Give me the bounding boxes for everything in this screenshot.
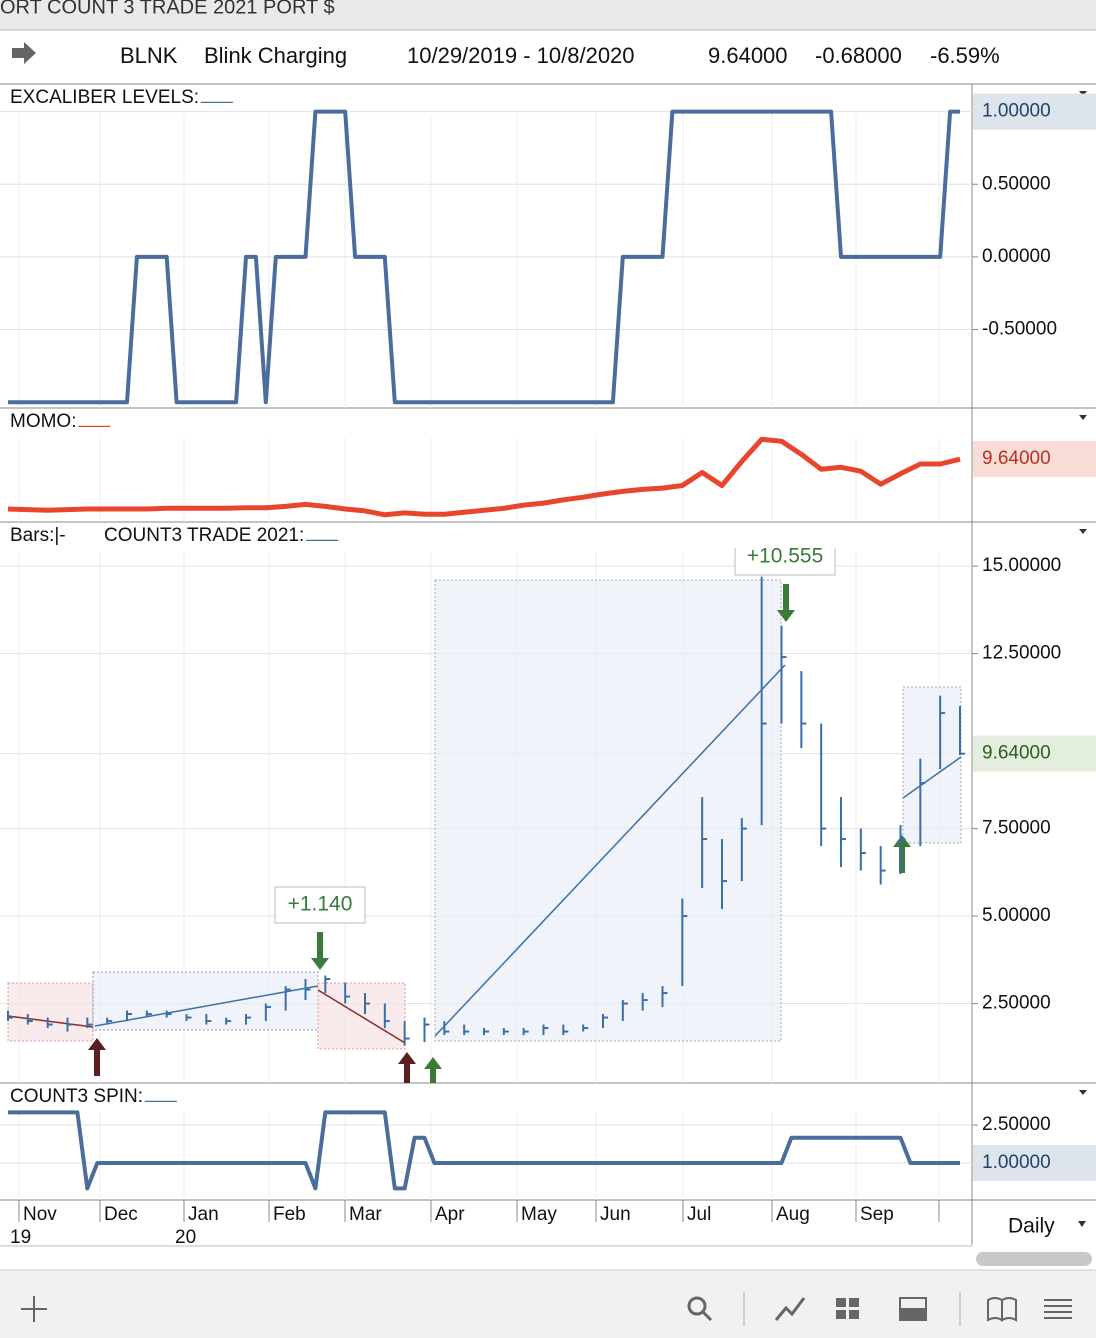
x-year-label: 20 <box>175 1227 196 1248</box>
x-tick-label: Aug <box>776 1204 810 1225</box>
trade-annotation: +1.140 <box>288 893 353 916</box>
panel-menu-icon <box>1079 1090 1087 1095</box>
value-badge-label: 9.64000 <box>982 743 1051 764</box>
trade-trend-line <box>7 989 406 1044</box>
signal-arrow <box>893 835 911 873</box>
panel-label: MOMO: <box>10 411 77 432</box>
trade-box <box>434 579 782 1042</box>
x-tick-label: Apr <box>435 1204 465 1225</box>
menu-icon[interactable] <box>1044 1299 1072 1319</box>
search-icon[interactable] <box>687 1296 707 1316</box>
panel-menu-icon <box>1079 91 1087 96</box>
trade-box <box>7 982 94 1042</box>
panel: MOMO: ___ 9.64000 <box>7 407 1096 518</box>
x-tick-label: May <box>521 1204 557 1225</box>
bars-label: Bars:|- <box>10 525 66 546</box>
legend-swatch: ___ <box>305 521 338 542</box>
y-tick-label: 5.00000 <box>982 905 1051 926</box>
symbol: BLNK <box>120 43 178 68</box>
x-tick-label: Feb <box>273 1204 306 1225</box>
interval-select[interactable]: Daily <box>1008 1215 1055 1238</box>
legend-swatch: ___ <box>144 1082 177 1103</box>
price-change-pct: -6.59% <box>930 43 1000 68</box>
y-tick-label: 7.50000 <box>982 818 1051 839</box>
y-tick-label: 0.50000 <box>982 173 1051 194</box>
date-range: 10/29/2019 - 10/8/2020 <box>407 43 635 68</box>
value-badge <box>973 735 1096 772</box>
series-line <box>8 109 960 405</box>
y-tick-label: 2.50000 <box>982 1114 1051 1135</box>
toolbar-icons <box>21 1292 1072 1326</box>
x-tick-label: Dec <box>104 1204 138 1225</box>
panel-label: EXCALIBER LEVELS: <box>10 87 199 108</box>
signal-arrow <box>88 1038 106 1076</box>
signal-arrow <box>777 584 795 622</box>
y-tick-label: 15.00000 <box>982 555 1061 576</box>
value-badge-label: 1.00000 <box>982 101 1051 122</box>
trade-trend-line <box>94 664 962 1037</box>
panel-menu-icon <box>1079 529 1087 534</box>
panel-icon-fill <box>899 1308 927 1321</box>
annotation-box <box>274 886 366 924</box>
panel: Bars:|- COUNT3 TRADE 2021: ___ 15.00000 12.5… <box>0 521 1096 1083</box>
title-bar <box>0 0 1096 30</box>
x-tick-label: Nov <box>23 1204 57 1225</box>
value-badge <box>973 441 1096 478</box>
x-year-label: 19 <box>10 1227 31 1248</box>
x-tick-label: Jul <box>687 1204 711 1225</box>
panel-header-mask <box>700 523 900 548</box>
value-badge-label: 9.64000 <box>982 448 1051 469</box>
add-icon[interactable] <box>21 1296 47 1322</box>
signal-arrow <box>311 932 329 970</box>
panels: EXCALIBER LEVELS: ___0.500000.00000-0.500… <box>0 83 1096 1248</box>
x-tick-label: Mar <box>349 1204 382 1225</box>
y-tick-label: 12.50000 <box>982 643 1061 664</box>
legend-swatch: ___ <box>78 407 111 428</box>
value-badge-label: 1.00000 <box>982 1152 1051 1173</box>
trade-box <box>317 982 406 1050</box>
value-badge <box>973 1145 1096 1182</box>
symbol-arrow-icon[interactable] <box>12 42 36 64</box>
symbol-name: Blink Charging <box>204 43 347 68</box>
y-tick-label: -0.50000 <box>982 319 1057 340</box>
book-icon[interactable] <box>987 1297 1017 1322</box>
x-tick-label: Sep <box>860 1204 894 1225</box>
panel: EXCALIBER LEVELS: ___ 0.50000 0.00000 -0.500… <box>0 83 1096 405</box>
layout-icon[interactable] <box>836 1298 859 1319</box>
x-tick-label: Jan <box>188 1204 219 1225</box>
window-title: ORT COUNT 3 TRADE 2021 PORT $ <box>0 0 335 18</box>
y-tick-label: 0.00000 <box>982 246 1051 267</box>
scrollbar[interactable] <box>976 1252 1092 1266</box>
signal-arrow <box>398 1052 416 1083</box>
series-line <box>8 1110 960 1191</box>
trade-box <box>902 686 962 844</box>
panel: COUNT3 SPIN: ___ 2.50000 1.00000 <box>0 1082 1096 1191</box>
price-change: -0.68000 <box>815 43 902 68</box>
x-tick-label: Jun <box>600 1204 631 1225</box>
panel-label: COUNT3 TRADE 2021: <box>104 525 304 546</box>
signal-arrow <box>424 1057 442 1083</box>
legend-swatch: ___ <box>200 83 233 104</box>
y-tick-label: 2.50000 <box>982 993 1051 1014</box>
last-price: 9.64000 <box>708 43 788 68</box>
search-icon-handle <box>701 1310 713 1322</box>
value-badge <box>973 93 1096 130</box>
trade-annotation: +10.555 <box>747 545 824 568</box>
series-line <box>7 436 961 518</box>
toolbar <box>0 1270 1096 1338</box>
chart-icon[interactable] <box>774 1297 806 1321</box>
panel-label: COUNT3 SPIN: <box>10 1086 143 1107</box>
panel-menu-icon <box>1079 415 1087 420</box>
dropdown-icon[interactable] <box>1078 1221 1086 1227</box>
